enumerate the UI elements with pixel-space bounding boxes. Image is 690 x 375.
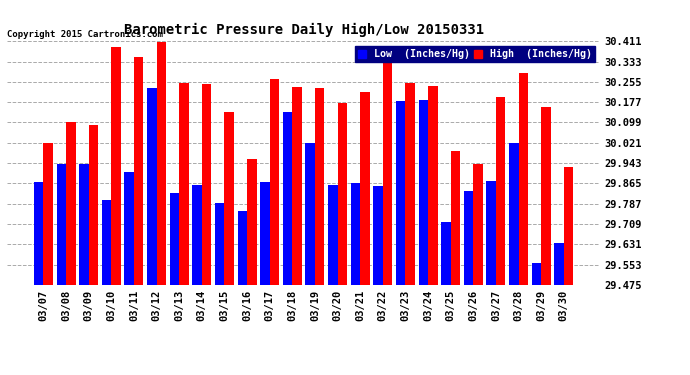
Bar <box>193 185 201 285</box>
Bar <box>464 191 473 285</box>
Bar <box>283 112 293 285</box>
Bar <box>554 243 564 285</box>
Bar <box>170 192 179 285</box>
Bar <box>179 83 188 285</box>
Bar <box>383 62 393 285</box>
Bar <box>270 79 279 285</box>
Bar <box>293 87 302 285</box>
Bar <box>373 186 383 285</box>
Bar <box>360 92 370 285</box>
Bar <box>428 86 437 285</box>
Legend: Low  (Inches/Hg), High  (Inches/Hg): Low (Inches/Hg), High (Inches/Hg) <box>355 46 595 62</box>
Bar <box>201 84 211 285</box>
Bar <box>124 172 134 285</box>
Bar <box>532 263 541 285</box>
Bar <box>406 83 415 285</box>
Bar <box>237 211 247 285</box>
Bar <box>134 57 144 285</box>
Bar <box>441 222 451 285</box>
Bar <box>260 182 270 285</box>
Bar <box>306 143 315 285</box>
Bar <box>509 143 519 285</box>
Bar <box>419 100 428 285</box>
Bar <box>157 42 166 285</box>
Bar <box>496 98 506 285</box>
Bar <box>224 112 234 285</box>
Bar <box>396 101 406 285</box>
Bar <box>88 125 98 285</box>
Bar <box>315 88 324 285</box>
Bar <box>486 181 496 285</box>
Bar <box>337 103 347 285</box>
Bar <box>147 88 157 285</box>
Bar <box>451 151 460 285</box>
Bar <box>351 183 360 285</box>
Bar <box>57 164 66 285</box>
Title: Barometric Pressure Daily High/Low 20150331: Barometric Pressure Daily High/Low 20150… <box>124 23 484 37</box>
Bar <box>34 182 43 285</box>
Bar <box>473 164 483 285</box>
Bar <box>79 164 88 285</box>
Bar <box>111 47 121 285</box>
Bar <box>519 73 528 285</box>
Bar <box>328 185 337 285</box>
Bar <box>66 122 75 285</box>
Bar <box>564 166 573 285</box>
Bar <box>541 106 551 285</box>
Bar <box>215 203 224 285</box>
Bar <box>247 159 257 285</box>
Text: Copyright 2015 Cartronics.com: Copyright 2015 Cartronics.com <box>7 30 163 39</box>
Bar <box>43 143 53 285</box>
Bar <box>101 200 111 285</box>
